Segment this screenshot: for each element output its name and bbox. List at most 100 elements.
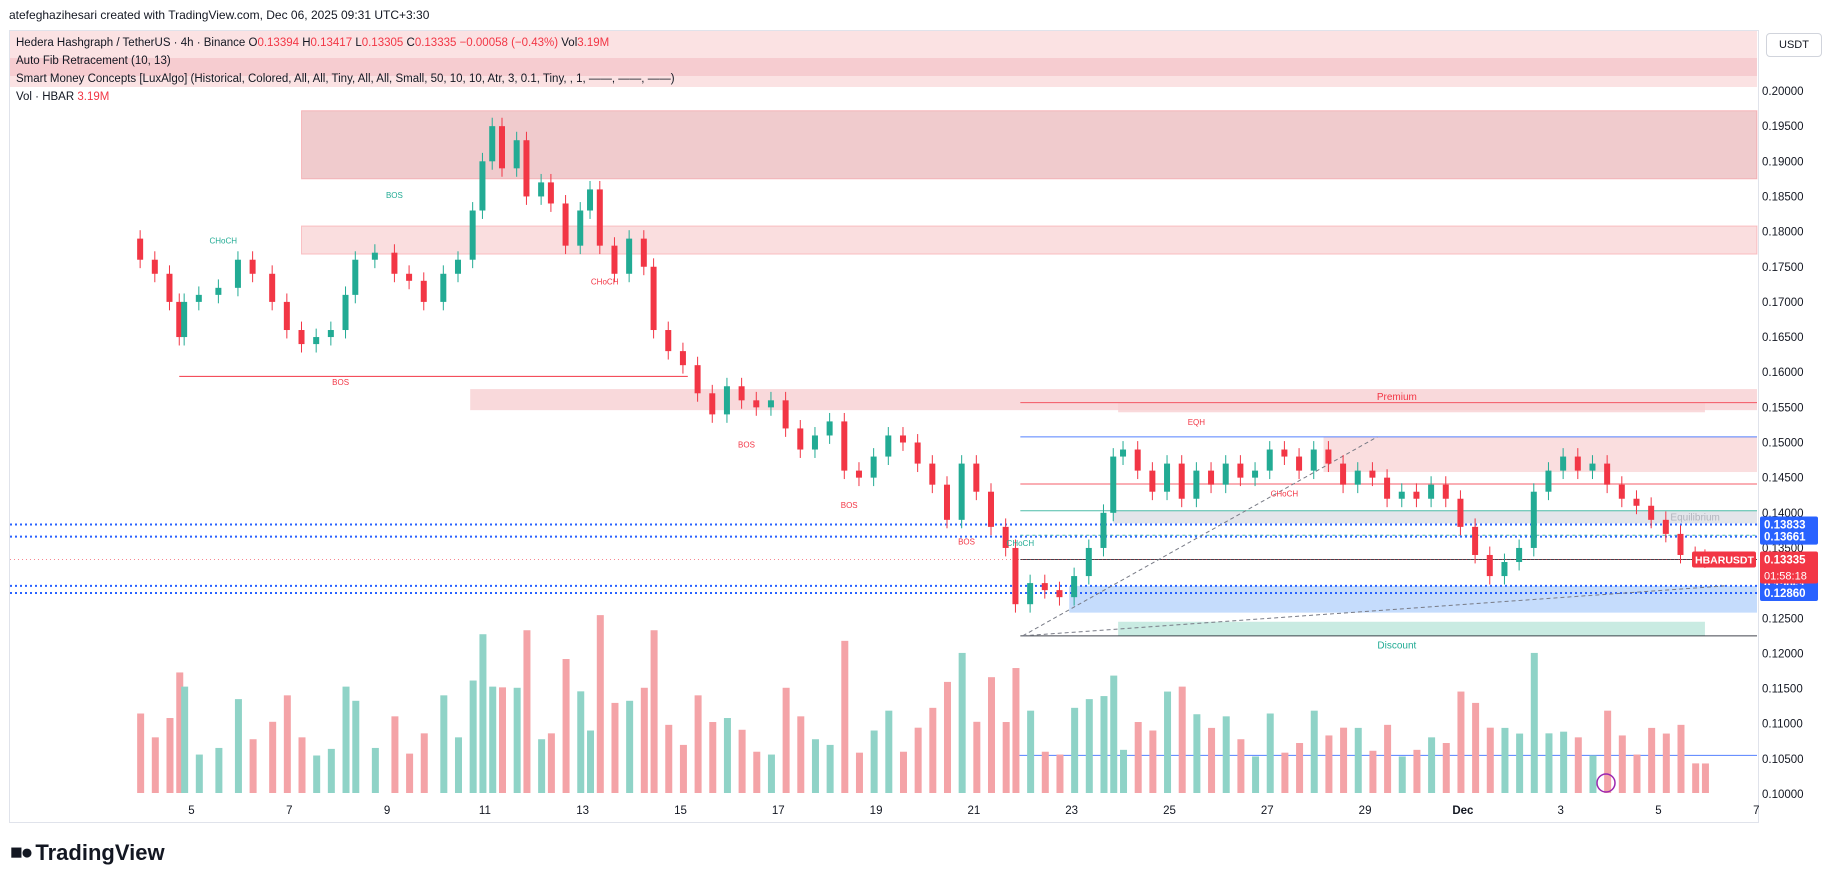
volume-bar (1442, 743, 1450, 793)
volume-bar (1110, 675, 1118, 793)
price-axis-tick: 0.10000 (1762, 789, 1804, 801)
candle-body (489, 126, 496, 162)
price-axis-tick: 0.18000 (1762, 227, 1804, 239)
time-axis-tick: 19 (870, 805, 883, 817)
time-axis-tick: 9 (384, 805, 390, 817)
candle-body (767, 400, 774, 408)
candle-body (958, 463, 965, 520)
volume-bar (767, 754, 775, 793)
price-tag-value: 0.12860 (1764, 588, 1806, 600)
time-axis-tick: Dec (1452, 805, 1474, 817)
volume-bar (1178, 686, 1186, 793)
candle-body (1545, 470, 1552, 492)
volume-bar (195, 754, 203, 793)
volume-bar (1604, 710, 1612, 793)
volume-bar (914, 727, 922, 793)
candle-body (137, 238, 144, 260)
volume-bar (1398, 756, 1406, 793)
volume-bar (215, 747, 223, 793)
structure-label: BOS (386, 191, 403, 200)
candle-body (988, 491, 994, 527)
time-axis-tick: 5 (188, 805, 194, 817)
chart-legend: Hedera Hashgraph / TetherUS · 4h · Binan… (16, 34, 675, 106)
candle-body (181, 301, 188, 338)
structure-label: BOS (332, 378, 349, 387)
vol-label: Vol (561, 37, 578, 49)
volume-bar (1486, 727, 1494, 793)
price-axis-tick: 0.11500 (1762, 684, 1803, 696)
candle-body (723, 386, 730, 415)
volume-bar (1589, 755, 1597, 793)
candle-body (914, 442, 921, 464)
structure-label: CHoCH (1007, 539, 1035, 548)
indicator-fib-row[interactable]: Auto Fib Retracement (10, 13) (16, 55, 171, 67)
candle-body (782, 400, 789, 429)
currency-button[interactable]: USDT (1766, 33, 1822, 57)
candle-body (406, 273, 413, 281)
candle-body (249, 259, 256, 274)
candle-body (1149, 470, 1156, 492)
volume-bar (513, 687, 521, 793)
time-axis-tick: 25 (1163, 805, 1176, 817)
time-axis-tick: 29 (1359, 805, 1372, 817)
candle-body (811, 435, 818, 450)
price-axis-tick: 0.17500 (1762, 262, 1804, 274)
candle-body (479, 161, 486, 211)
volume-bar (753, 751, 761, 793)
candle-body (1071, 576, 1078, 598)
structure-label: CHoCH (591, 277, 619, 286)
volume-bar (1100, 696, 1108, 793)
candle-body (269, 273, 276, 302)
open-label: O (248, 37, 258, 49)
candle-body (1012, 547, 1019, 605)
volume-bar (841, 640, 849, 793)
volume-bar (406, 753, 414, 793)
candle-body (176, 301, 183, 338)
volume-bar (1120, 749, 1128, 793)
symbol-legend-row[interactable]: Hedera Hashgraph / TetherUS · 4h · Binan… (16, 34, 675, 52)
indicator-smc-row[interactable]: Smart Money Concepts [LuxAlgo] (Historic… (16, 73, 675, 85)
candle-body (1384, 477, 1391, 499)
high-value: 0.13417 (310, 37, 353, 49)
candle-body (1266, 449, 1273, 471)
candle-body (283, 301, 290, 331)
price-axis-tick: 0.15000 (1762, 438, 1804, 450)
time-axis-tick: 3 (1557, 805, 1563, 817)
price-tag: 0.13661 (1760, 528, 1818, 545)
chart-header-caption: atefeghazihesari created with TradingVie… (9, 8, 430, 22)
volume-bar (738, 729, 746, 793)
volume-label: Vol · HBAR (16, 91, 75, 103)
low-value: 0.13305 (361, 37, 404, 49)
candle-body (1369, 470, 1376, 478)
volume-bar (479, 634, 487, 793)
volume-bar (1677, 724, 1685, 793)
price-axis-tick: 0.12500 (1762, 613, 1804, 625)
volume-bar (313, 755, 321, 793)
close-value: 0.13335 (414, 37, 457, 49)
price-axis-tick: 0.16500 (1762, 332, 1804, 344)
price-axis-tick: 0.20000 (1762, 86, 1804, 98)
volume-bar (797, 716, 805, 793)
volume-bar (440, 695, 448, 793)
candle-body (523, 140, 530, 197)
candle-body (1193, 470, 1200, 499)
candle-body (709, 393, 716, 415)
price-axis-tick: 0.12000 (1762, 648, 1804, 660)
time-axis-tick: 27 (1261, 805, 1274, 817)
price-tag-value: 0.13833 (1764, 520, 1806, 532)
legend-band-zone (10, 58, 1757, 76)
candle-body (151, 259, 158, 274)
discount-label: Discount (1377, 640, 1416, 651)
volume-legend-row[interactable]: Vol · HBAR 3.19M (16, 88, 675, 106)
candle-body (1027, 583, 1034, 605)
candle-body (469, 210, 476, 260)
candle-body (826, 421, 833, 436)
tradingview-logo-icon: ■● (10, 841, 33, 864)
candle-body (1354, 470, 1361, 485)
volume-bar (420, 733, 428, 793)
volume-bar (1701, 763, 1709, 793)
candle-body (215, 287, 222, 295)
candle-body (1633, 498, 1640, 506)
volume-bar (562, 659, 570, 793)
